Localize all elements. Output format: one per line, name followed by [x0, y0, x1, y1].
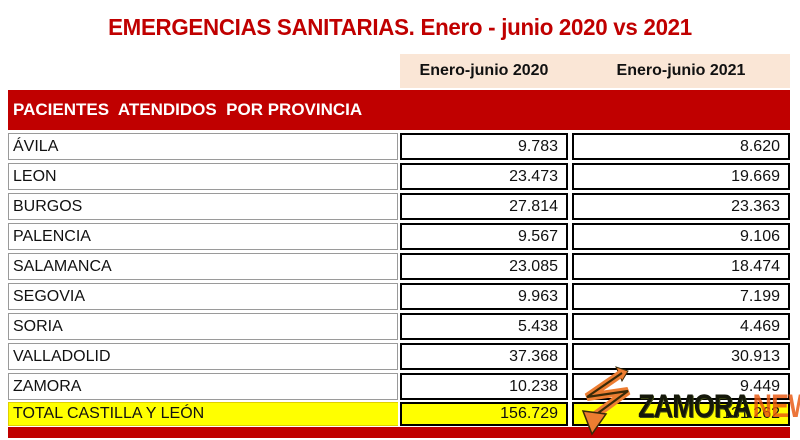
value-2021-cell: 30.913	[572, 343, 790, 370]
total-row: TOTAL CASTILLA Y LEÓN 156.729 131.262	[8, 402, 790, 426]
section-header: PACIENTES ATENDIDOS POR PROVINCIA	[8, 90, 790, 130]
value-2020-cell: 9.963	[400, 283, 568, 310]
column-header-2021: Enero-junio 2021	[616, 62, 746, 79]
value-2021-cell: 19.669	[572, 163, 790, 190]
province-cell: SALAMANCA	[8, 253, 398, 280]
table-row-soria: SORIA 5.438 4.469	[8, 313, 790, 340]
table-row-zamora: ZAMORA 10.238 9.449	[8, 373, 790, 400]
province-cell: LEON	[8, 163, 398, 190]
value-2020-cell: 23.085	[400, 253, 568, 280]
province-cell: SEGOVIA	[8, 283, 398, 310]
table-row-valladolid: VALLADOLID 37.368 30.913	[8, 343, 790, 370]
page-title: EMERGENCIAS SANITARIAS. Enero - junio 20…	[108, 14, 692, 40]
table-row-segovia: SEGOVIA 9.963 7.199	[8, 283, 790, 310]
province-cell: ÁVILA	[8, 133, 398, 160]
value-2021-cell: 18.474	[572, 253, 790, 280]
value-2021-cell: 4.469	[572, 313, 790, 340]
province-cell: VALLADOLID	[8, 343, 398, 370]
value-2020-cell: 9.567	[400, 223, 568, 250]
table-row-avila: ÁVILA 9.783 8.620	[8, 133, 790, 160]
province-cell: BURGOS	[8, 193, 398, 220]
value-2020-cell: 9.783	[400, 133, 568, 160]
province-cell: PALENCIA	[8, 223, 398, 250]
province-cell: SORIA	[8, 313, 398, 340]
data-table: Enero-junio 2020 Enero-junio 2021 PACIEN…	[8, 54, 790, 438]
total-label-cell: TOTAL CASTILLA Y LEÓN	[8, 402, 398, 426]
value-2021-cell: 8.620	[572, 133, 790, 160]
value-2020-cell: 23.473	[400, 163, 568, 190]
value-2020-cell: 10.238	[400, 373, 568, 400]
header-spacer	[8, 54, 400, 88]
value-2021-cell: 7.199	[572, 283, 790, 310]
province-cell: ZAMORA	[8, 373, 398, 400]
total-2021-cell: 131.262	[572, 402, 790, 426]
table-row-leon: LEON 23.473 19.669	[8, 163, 790, 190]
column-header-2020: Enero-junio 2020	[419, 62, 549, 79]
value-2020-cell: 27.814	[400, 193, 568, 220]
table-row-salamanca: SALAMANCA 23.085 18.474	[8, 253, 790, 280]
value-2020-cell: 5.438	[400, 313, 568, 340]
column-header-row: Enero-junio 2020 Enero-junio 2021	[8, 54, 790, 88]
table-row-palencia: PALENCIA 9.567 9.106	[8, 223, 790, 250]
value-2020-cell: 37.368	[400, 343, 568, 370]
header-band: Enero-junio 2020 Enero-junio 2021	[400, 54, 790, 88]
total-2020-cell: 156.729	[400, 402, 568, 426]
value-2021-cell: 23.363	[572, 193, 790, 220]
table-row-burgos: BURGOS 27.814 23.363	[8, 193, 790, 220]
value-2021-cell: 9.449	[572, 373, 790, 400]
value-2021-cell: 9.106	[572, 223, 790, 250]
bottom-red-bar	[8, 427, 790, 438]
